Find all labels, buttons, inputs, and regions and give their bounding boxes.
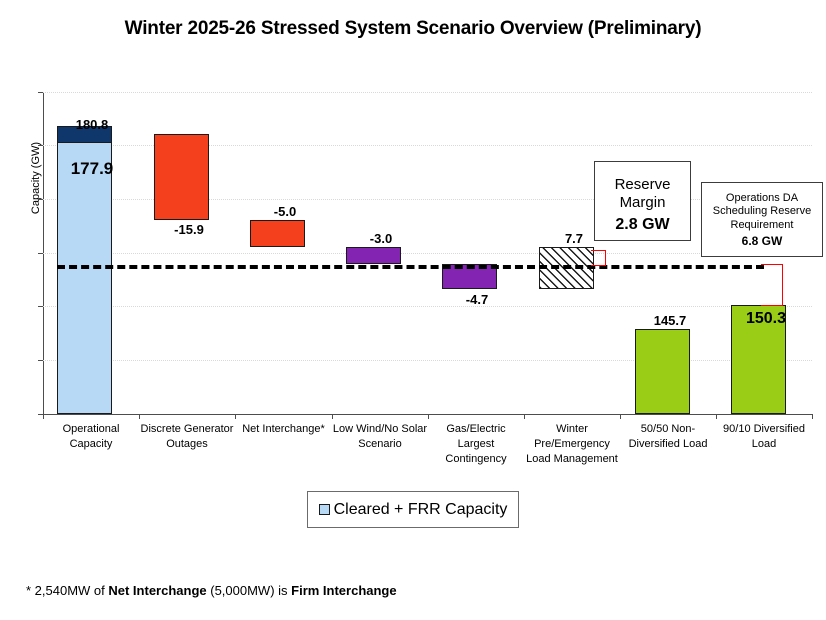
x-label-low-wind-no-solar: Low Wind/No Solar Scenario — [332, 423, 428, 450]
value-label-operational-capacity-total: 180.8 — [75, 117, 109, 132]
y-tick-mark — [38, 360, 43, 361]
x-label-discrete-generator-outages: Discrete Generator Outages — [140, 423, 234, 450]
gridline-180 — [43, 145, 812, 147]
footnote-bold-firm-interchange: Firm Interchange — [291, 583, 397, 598]
x-label-5050-non-diversified-load: 50/50 Non-Diversified Load — [628, 423, 708, 450]
x-tick-mark — [524, 414, 525, 419]
y-tick-mark — [38, 199, 43, 200]
bar-net-interchange — [250, 220, 305, 247]
operations-da-line-2: Scheduling Reserve — [712, 205, 812, 218]
operations-da-reserve-bracket — [761, 264, 783, 306]
value-label-gas-electric-contingency: -4.7 — [465, 292, 489, 307]
value-label-winter-load-management: 7.7 — [564, 231, 584, 246]
bar-operational-capacity-top — [57, 126, 112, 143]
value-label-operational-capacity-cleared: 177.9 — [70, 159, 114, 178]
x-tick-mark — [43, 414, 44, 419]
value-label-5050-non-diversified-load: 145.7 — [653, 313, 687, 328]
operations-da-line-1: Operations DA — [725, 192, 799, 204]
operations-da-reserve-callout: Operations DA Scheduling Reserve Require… — [701, 182, 823, 257]
y-axis-title: Capacity (GW) — [30, 141, 42, 215]
y-tick-mark — [38, 253, 43, 254]
bar-9010-diversified-load — [731, 305, 786, 414]
gridline-190 — [43, 92, 812, 94]
reserve-margin-bracket — [591, 250, 606, 266]
y-tick-mark — [38, 414, 43, 415]
operations-da-value: 6.8 GW — [741, 234, 783, 249]
reference-line-reserve-requirement — [57, 265, 764, 269]
bar-operational-capacity-cleared — [57, 142, 112, 414]
value-label-net-interchange: -5.0 — [273, 204, 297, 219]
y-tick-mark — [38, 92, 43, 93]
legend-label-cleared-frr: Cleared + FRR Capacity — [333, 500, 508, 518]
x-axis-line — [43, 414, 812, 415]
chart-footnote: * 2,540MW of Net Interchange (5,000MW) i… — [26, 583, 397, 598]
gridline-140 — [43, 360, 812, 362]
x-tick-mark — [332, 414, 333, 419]
operations-da-line-3: Requirement — [730, 218, 794, 231]
bar-low-wind-no-solar — [346, 247, 401, 264]
x-label-9010-diversified-load: 90/10 Diversified Load — [723, 423, 805, 450]
x-tick-mark — [139, 414, 140, 419]
bar-5050-non-diversified-load — [635, 329, 690, 414]
gridline-160 — [43, 253, 812, 255]
x-tick-mark — [716, 414, 717, 419]
x-tick-mark — [428, 414, 429, 419]
reserve-margin-line-2: Margin — [619, 194, 666, 212]
footnote-bold-net-interchange: Net Interchange — [108, 583, 207, 598]
x-label-net-interchange: Net Interchange* — [242, 423, 325, 435]
x-tick-mark — [620, 414, 621, 419]
reserve-margin-value: 2.8 GW — [615, 215, 670, 233]
legend-swatch-cleared-frr-icon — [318, 504, 330, 515]
bar-discrete-generator-outages — [154, 134, 209, 220]
reserve-margin-line-1: Reserve — [614, 176, 671, 193]
x-label-gas-electric-contingency: Gas/Electric Largest Contingency — [445, 423, 507, 465]
plot-area — [43, 92, 812, 414]
y-tick-mark — [38, 145, 43, 146]
x-label-winter-load-management: Winter Pre/Emergency Load Management — [526, 423, 618, 465]
chart-legend: Cleared + FRR Capacity — [307, 491, 519, 528]
value-label-low-wind-no-solar: -3.0 — [369, 231, 393, 246]
chart-title: Winter 2025-26 Stressed System Scenario … — [124, 18, 702, 39]
x-tick-mark — [812, 414, 813, 419]
gridline-170 — [43, 199, 812, 201]
gridline-150 — [43, 306, 812, 308]
y-tick-mark — [38, 306, 43, 307]
value-label-discrete-generator-outages: -15.9 — [174, 222, 204, 237]
x-label-operational-capacity: Operational Capacity — [62, 423, 120, 450]
value-label-9010-diversified-load: 150.3 — [745, 310, 787, 327]
reserve-margin-callout: Reserve Margin 2.8 GW — [594, 161, 691, 241]
operations-da-reserve-bracket-foot — [761, 304, 783, 306]
footnote-prefix: * 2,540MW of — [26, 583, 109, 598]
footnote-middle: (5,000MW) is — [206, 583, 292, 598]
x-tick-mark — [235, 414, 236, 419]
